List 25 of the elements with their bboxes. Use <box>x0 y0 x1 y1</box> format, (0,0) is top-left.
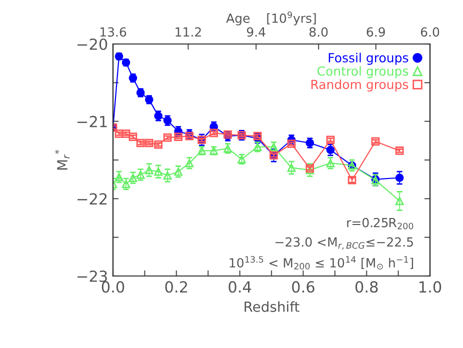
x-tick-label: 0.2 <box>165 281 188 293</box>
y-tick-label: −23 <box>78 270 107 282</box>
x2-tick-label: 6.0 <box>420 27 440 37</box>
y-axis-title: M$_{r}$$^{*}$ <box>54 150 70 170</box>
text: 10$^{13.5}$ < M$_{200}$ ≤ 10$^{14}$ [M$_{⊙}$ h$^{−1}$] <box>230 256 414 270</box>
annotation: −23.0 <M$_{r,BCG}$≤−22.5 <box>276 237 413 250</box>
x-tick-label: 0.0 <box>102 281 124 293</box>
y-tick-label: −22 <box>78 193 107 204</box>
x2-tick-label: 6.9 <box>366 27 385 37</box>
x-axis-title: Redshift <box>244 301 300 312</box>
y-tick-label: −20 <box>78 38 108 50</box>
x-tick-label: 0.4 <box>228 281 252 293</box>
x2-axis-title: Age [10$^{9}$yrs] <box>226 12 316 26</box>
annotation: r=0.25R$_{200}$ <box>347 218 414 230</box>
legend-label: Control groups <box>317 66 408 78</box>
x2-tick-label: 8.0 <box>309 27 328 37</box>
x2-tick-label: 9.4 <box>246 27 266 37</box>
x2-tick-label: 13.6 <box>100 27 126 37</box>
legend-label: Fossil groups <box>328 52 408 65</box>
x2-tick-label: 11.2 <box>176 27 201 37</box>
x-tick-label: 0.6 <box>292 281 314 293</box>
y-tick-label: −21 <box>78 116 107 128</box>
x-tick-label: 0.8 <box>355 281 378 293</box>
legend-label: Random groups <box>311 79 408 92</box>
x-tick-label: 1.0 <box>420 281 442 293</box>
